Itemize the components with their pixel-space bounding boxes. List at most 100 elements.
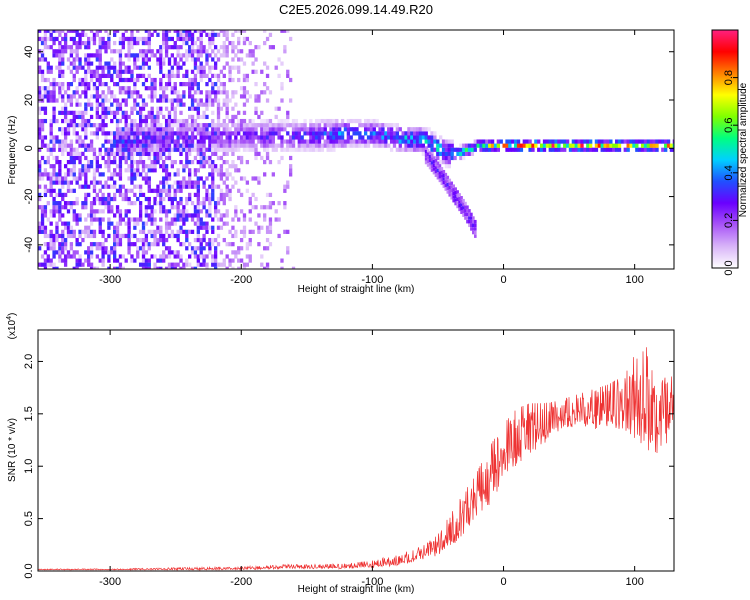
- spectrogram-cell: [421, 151, 425, 156]
- spectrogram-cell: [323, 143, 327, 148]
- spectrogram-cell: [40, 57, 45, 62]
- spectrogram-cell: [251, 61, 255, 66]
- spectrogram-cell: [147, 180, 151, 185]
- spectrogram-cell: [61, 45, 65, 50]
- spectrogram-cell: [632, 139, 636, 144]
- spectrogram-cell: [257, 98, 261, 103]
- spectrogram-branch-cell: [438, 167, 442, 172]
- spectrogram-cell: [222, 151, 226, 156]
- spectrogram-cell: [211, 73, 215, 79]
- spectrogram-cell: [89, 250, 94, 255]
- spectrogram-cell: [159, 233, 163, 239]
- spectrogram-cell: [167, 114, 172, 120]
- spectrogram-cell: [153, 131, 157, 136]
- spectrogram-cell: [75, 262, 79, 267]
- spectrogram-cell: [58, 90, 62, 95]
- spectrogram-cell: [118, 217, 123, 222]
- spectrogram-cell: [208, 45, 212, 50]
- spectrogram-cell: [38, 30, 42, 33]
- spectrogram-cell: [58, 82, 62, 87]
- spectrogram-cell: [208, 69, 212, 74]
- spectrogram-cell: [118, 49, 123, 54]
- spectrogram-cell: [153, 30, 157, 33]
- spectrogram-cell: [113, 139, 117, 144]
- spectrogram-cell: [159, 180, 163, 185]
- spectrogram-cell: [127, 217, 131, 222]
- spectrogram-cell: [387, 135, 391, 140]
- spectrogram-cell: [170, 201, 175, 206]
- spectrogram-cell: [115, 123, 120, 128]
- spectrogram-cell: [173, 213, 177, 218]
- spectrogram-cell: [421, 135, 425, 140]
- spectrogram-cell: [136, 94, 140, 99]
- spectrogram-cell: [239, 86, 244, 91]
- spectrogram-cell: [43, 36, 48, 42]
- spectrogram-cell: [55, 98, 59, 103]
- spectrogram-cell: [138, 213, 143, 218]
- spectrogram-cell: [38, 196, 42, 202]
- spectrogram-cell: [300, 123, 304, 128]
- spectrogram-branch-cell: [462, 206, 465, 210]
- spectrogram-cell: [603, 143, 607, 148]
- spectrogram-cell: [222, 143, 226, 148]
- spectrogram-cell: [133, 118, 137, 124]
- spectrogram-cell: [332, 139, 336, 144]
- spectrogram-cell: [216, 131, 221, 136]
- spectrogram-cell: [118, 127, 123, 132]
- spectrogram-cell: [92, 176, 97, 181]
- spectrogram-cell: [242, 102, 247, 107]
- spectrogram-branch-cell: [450, 196, 454, 200]
- spectrogram-cell: [338, 123, 342, 128]
- spectrogram-cell: [153, 147, 157, 152]
- spectrogram-cell: [63, 143, 68, 148]
- spectrogram-cell: [534, 143, 538, 148]
- spectrogram-cell: [225, 102, 229, 107]
- spectrogram-cell: [133, 82, 137, 87]
- spectrogram-cell: [110, 49, 114, 54]
- spectrogram-cell: [499, 139, 503, 144]
- spectrogram-cell: [213, 139, 218, 144]
- spectrogram-cell: [415, 131, 420, 136]
- spectrogram-cell: [185, 123, 189, 128]
- spectrogram-cell: [113, 151, 117, 156]
- spectrogram-cell: [170, 65, 175, 70]
- spectrogram-cell: [69, 94, 74, 99]
- spectrogram-cell: [173, 118, 177, 124]
- spectrogram-cell: [245, 98, 250, 103]
- spectrogram-cell: [136, 65, 140, 70]
- spectrogram-cell: [199, 151, 203, 156]
- spectrogram-cell: [107, 209, 111, 214]
- spectrogram-cell: [147, 123, 151, 128]
- spectrogram-cell: [314, 131, 319, 136]
- spectrogram-cell: [98, 188, 102, 193]
- spectrogram-cell: [413, 127, 417, 132]
- spectrogram-cell: [69, 123, 74, 128]
- spectrogram-cell: [219, 188, 224, 193]
- spectrogram-cell: [392, 139, 397, 144]
- spectrogram-cell: [147, 30, 151, 33]
- spectrogram-cell: [49, 209, 53, 214]
- spectrogram-cell: [164, 123, 169, 128]
- spectrogram-cell: [185, 180, 189, 185]
- spectrogram-cell: [61, 176, 65, 181]
- colorbar-tick-label: 0.0: [723, 260, 735, 275]
- spectrogram-cell: [159, 106, 163, 111]
- spectrogram-cell: [384, 131, 388, 136]
- spectrogram-cell: [162, 90, 166, 95]
- spectrogram-cell: [655, 147, 659, 152]
- spectrogram-cell: [222, 32, 226, 37]
- spectrogram-cell: [110, 65, 114, 70]
- spectrogram-cell: [179, 53, 183, 58]
- spectrogram-cell: [213, 205, 218, 210]
- spectrogram-cell: [46, 36, 50, 42]
- spectrogram-cell: [277, 123, 281, 128]
- spectrogram-cell: [164, 237, 169, 243]
- spectrogram-cell: [124, 143, 128, 148]
- spectrogram-cell: [216, 217, 221, 222]
- spectrogram-cell: [580, 143, 584, 148]
- spectrogram-cell: [219, 139, 224, 144]
- spectrogram-cell: [46, 233, 50, 239]
- spectrogram-cell: [127, 57, 131, 62]
- spectrogram-cell: [179, 135, 183, 140]
- spectrogram-cell: [66, 131, 71, 136]
